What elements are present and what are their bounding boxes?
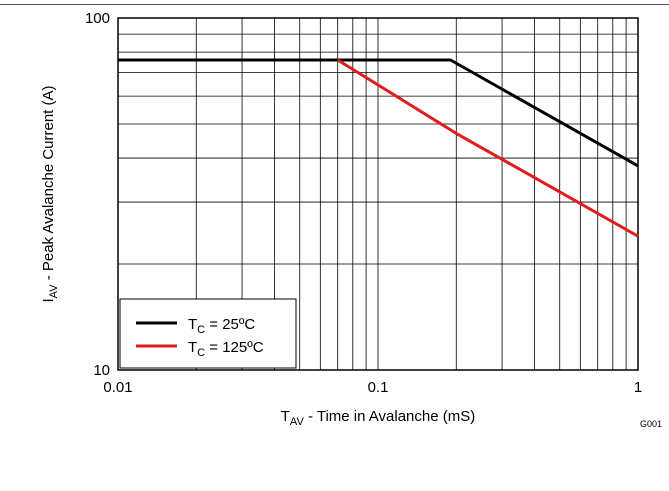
y-tick-label-1: 10: [93, 362, 110, 379]
legend-label-25c: TC = 25ºC: [188, 316, 255, 336]
y-tick-label-0: 100: [85, 10, 110, 27]
grid: [118, 18, 638, 370]
x-tick-label-2: 1: [634, 379, 642, 396]
y-axis-title: IAV - Peak Avalanche Current (A): [40, 85, 60, 302]
series-layer: [118, 58, 639, 238]
figure-id: G001: [640, 419, 662, 429]
x-tick-label-0: 0.01: [103, 379, 132, 396]
plot-area: [117, 17, 639, 371]
series-line-1: [336, 58, 639, 238]
legend-label-125c: TC = 125ºC: [188, 339, 264, 359]
x-axis-title: TAV - Time in Avalanche (mS): [281, 408, 475, 428]
series-line-0: [118, 58, 639, 168]
legend: TC = 25ºC TC = 125ºC: [119, 298, 297, 369]
x-tick-label-1: 0.1: [368, 379, 389, 396]
legend-box: [119, 298, 297, 369]
